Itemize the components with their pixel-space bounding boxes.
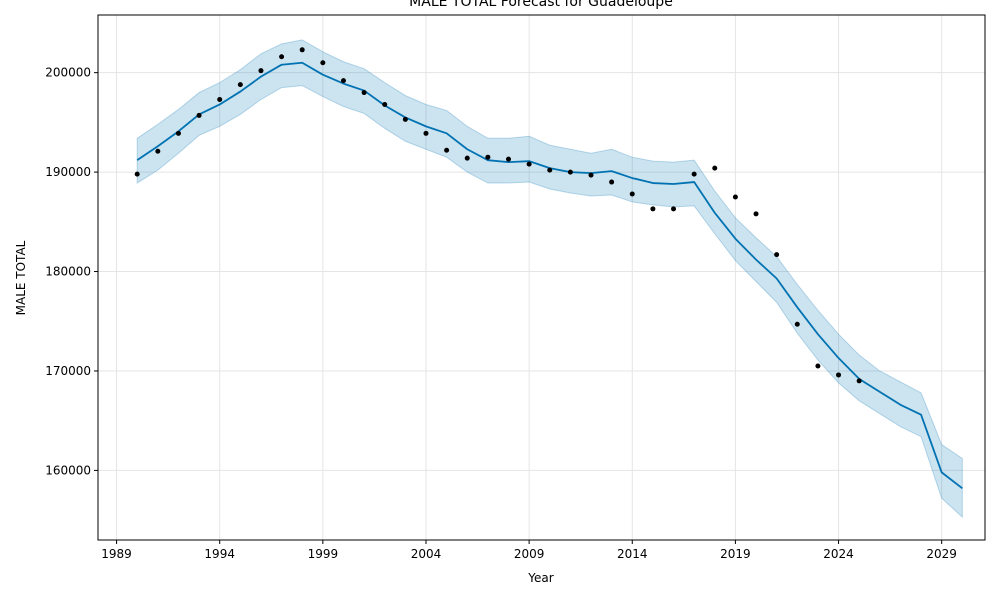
actual-point bbox=[299, 47, 305, 53]
x-tick-label: 2014 bbox=[617, 547, 648, 561]
actual-point bbox=[485, 154, 491, 160]
actual-point bbox=[444, 147, 450, 153]
y-tick-label: 190000 bbox=[45, 165, 91, 179]
actual-point bbox=[423, 130, 429, 136]
actual-point bbox=[217, 97, 223, 103]
actual-point bbox=[340, 78, 346, 84]
plot-frame bbox=[97, 14, 986, 541]
x-axis-ticks: 1989 1994 1999 2004 2009 2014 2019 2024 2029 bbox=[101, 540, 957, 561]
actual-point bbox=[526, 161, 532, 167]
actual-point bbox=[547, 167, 553, 173]
actual-point bbox=[320, 60, 326, 66]
actual-point bbox=[588, 172, 594, 178]
actual-point bbox=[753, 211, 759, 217]
x-tick-label: 2024 bbox=[823, 547, 854, 561]
x-tick-label: 2029 bbox=[926, 547, 957, 561]
actual-point bbox=[567, 169, 573, 175]
actual-point bbox=[464, 155, 470, 161]
actual-point bbox=[629, 191, 635, 197]
actual-point bbox=[836, 372, 842, 378]
actual-point bbox=[279, 54, 285, 60]
actual-point bbox=[155, 148, 161, 154]
x-tick-label: 1994 bbox=[204, 547, 235, 561]
actual-point bbox=[196, 112, 202, 118]
actual-point bbox=[609, 179, 615, 185]
y-axis-ticks: 160000 170000 180000 190000 200000 bbox=[45, 66, 98, 477]
actual-point bbox=[815, 363, 821, 369]
uncertainty-band bbox=[136, 39, 963, 519]
x-tick-label: 2004 bbox=[411, 547, 442, 561]
gridlines bbox=[98, 15, 985, 540]
actual-point bbox=[258, 68, 264, 74]
y-axis-label: MALE TOTAL bbox=[14, 240, 28, 315]
x-axis-label: Year bbox=[527, 571, 553, 585]
actual-point bbox=[650, 206, 656, 212]
actual-point bbox=[712, 165, 718, 171]
x-tick-label: 2019 bbox=[720, 547, 751, 561]
x-tick-label: 1999 bbox=[308, 547, 339, 561]
actual-point bbox=[134, 171, 140, 177]
actual-point bbox=[794, 321, 800, 327]
uncertainty-band-area bbox=[136, 39, 963, 519]
x-tick-label: 2009 bbox=[514, 547, 545, 561]
y-tick-label: 160000 bbox=[45, 463, 91, 477]
actual-point bbox=[774, 252, 780, 258]
actual-point bbox=[382, 101, 388, 107]
actual-point bbox=[402, 116, 408, 122]
actual-point bbox=[856, 378, 862, 384]
actual-point bbox=[237, 82, 243, 88]
chart-title: MALE TOTAL Forecast for Guadeloupe bbox=[409, 0, 673, 10]
actual-point bbox=[361, 90, 367, 96]
actual-point bbox=[175, 130, 181, 136]
actual-points bbox=[134, 47, 862, 384]
actual-point bbox=[732, 194, 738, 200]
actual-point bbox=[691, 171, 697, 177]
actual-point bbox=[671, 206, 677, 212]
x-tick-label: 1989 bbox=[101, 547, 132, 561]
y-tick-label: 170000 bbox=[45, 364, 91, 378]
y-tick-label: 180000 bbox=[45, 265, 91, 279]
y-tick-label: 200000 bbox=[45, 66, 91, 80]
actual-point bbox=[505, 156, 511, 162]
